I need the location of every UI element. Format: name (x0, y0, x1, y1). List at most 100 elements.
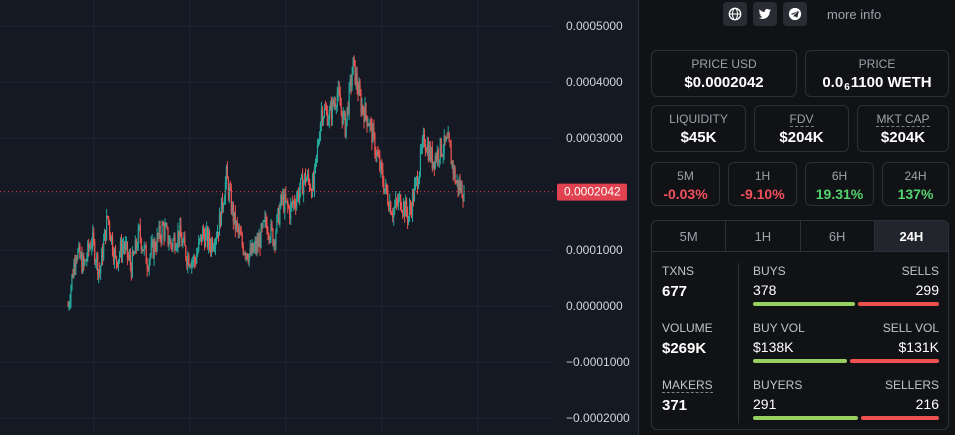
candle-body (365, 103, 367, 116)
candle-body (195, 261, 197, 264)
candle-body (151, 240, 153, 245)
candle-body (107, 216, 110, 223)
candle-body (336, 93, 338, 107)
candle-body (362, 105, 364, 112)
candle-body (238, 230, 240, 232)
change-6h-box[interactable]: 6H 19.31% (805, 162, 874, 206)
candle-body (338, 87, 340, 95)
candle-body (341, 110, 343, 124)
fdv-label[interactable]: FDV (755, 112, 848, 127)
candle-body (326, 110, 328, 125)
candle-body (253, 246, 255, 252)
buyers-value: 291 (753, 396, 777, 412)
candle-body (182, 241, 184, 246)
buy-sell-vol-values: $138K $131K (753, 339, 939, 355)
candle-body (444, 135, 446, 142)
candle-body (189, 265, 191, 267)
makers-label[interactable]: MAKERS (662, 378, 713, 393)
change-1h-box[interactable]: 1H -9.10% (728, 162, 797, 206)
candle-body (268, 234, 270, 240)
candle-body (148, 260, 150, 270)
candle-body (246, 253, 248, 259)
candle-body (337, 87, 339, 94)
makers-stat: MAKERS 371 (662, 378, 713, 414)
twitter-link-button[interactable] (753, 2, 777, 26)
price-usd-box: PRICE USD $0.0002042 (651, 50, 797, 97)
candle-body (67, 306, 69, 307)
candle-body (87, 242, 89, 259)
price-chart[interactable]: 0.00050000.00040000.00030000.00020000.00… (0, 0, 638, 435)
candle-body (458, 181, 460, 191)
candle-body (124, 243, 127, 250)
candle-body (320, 109, 323, 124)
candle-body (165, 225, 167, 227)
candle-body (142, 249, 144, 251)
candle-body (70, 286, 72, 302)
candle-body (200, 234, 202, 239)
candle-body (132, 251, 134, 255)
candle-body (170, 239, 172, 246)
candle-body (410, 208, 413, 215)
candle-body (325, 109, 327, 111)
candle-body (293, 200, 295, 205)
buys-sells-stat: BUYS SELLS 378 299 (753, 264, 939, 306)
candle-body (417, 181, 420, 189)
candle-body (291, 202, 293, 205)
candle-body (366, 115, 368, 126)
candle-body (101, 249, 103, 267)
tab-1h[interactable]: 1H (726, 221, 801, 251)
change-5m-value: -0.03% (663, 186, 708, 202)
candle-body (280, 195, 282, 208)
telegram-link-button[interactable] (783, 2, 807, 26)
change-24h-box[interactable]: 24H 137% (882, 162, 949, 206)
candle-body (413, 185, 416, 202)
candle-body (438, 159, 440, 161)
candle-body (177, 230, 179, 246)
candle-body (394, 205, 396, 210)
tab-5m[interactable]: 5M (652, 221, 727, 251)
makers-value: 371 (662, 397, 688, 414)
candle-body (217, 232, 220, 236)
candle-body (318, 138, 321, 143)
buyers-sellers-stat: BUYERS SELLERS 291 216 (753, 378, 939, 420)
candle-body (117, 259, 120, 267)
candle-body (383, 182, 385, 193)
candle-body (231, 204, 233, 213)
candle-body (384, 188, 386, 193)
buy-vol-bar (753, 359, 847, 363)
candlestick-chart-svg[interactable]: 0.00050000.00040000.00030000.00020000.00… (0, 0, 638, 435)
mkt-cap-label[interactable]: MKT CAP (858, 112, 948, 127)
candle-body (196, 255, 198, 264)
candle-body (357, 88, 359, 96)
candle-body (184, 237, 186, 246)
price-usd-value: $0.0002042 (684, 74, 764, 91)
candle-body (93, 232, 95, 242)
candle-body (328, 110, 330, 121)
candle-body (317, 142, 320, 146)
candle-body (211, 240, 214, 250)
candle-body (273, 241, 275, 246)
candle-body (323, 108, 326, 118)
tab-24h[interactable]: 24H (874, 221, 948, 251)
candle-body (388, 203, 390, 211)
candle-body (127, 256, 129, 258)
candle-body (392, 214, 394, 218)
candle-body (256, 240, 258, 251)
change-5m-box[interactable]: 5M -0.03% (651, 162, 720, 206)
candle-body (431, 148, 433, 169)
candle-body (77, 250, 79, 260)
candle-body (178, 230, 180, 241)
candle-body (319, 123, 322, 139)
candle-body (351, 74, 353, 87)
candle-body (164, 226, 166, 238)
more-info-link[interactable]: more info (827, 6, 882, 22)
candle-body (363, 111, 365, 122)
candle-body (434, 155, 436, 168)
candle-body (321, 109, 324, 122)
candle-body (452, 161, 454, 174)
candle-body (176, 245, 178, 249)
tab-6h[interactable]: 6H (801, 221, 875, 251)
website-link-button[interactable] (723, 2, 747, 26)
sells-label: SELLS (901, 264, 939, 278)
candle-body (281, 195, 283, 200)
